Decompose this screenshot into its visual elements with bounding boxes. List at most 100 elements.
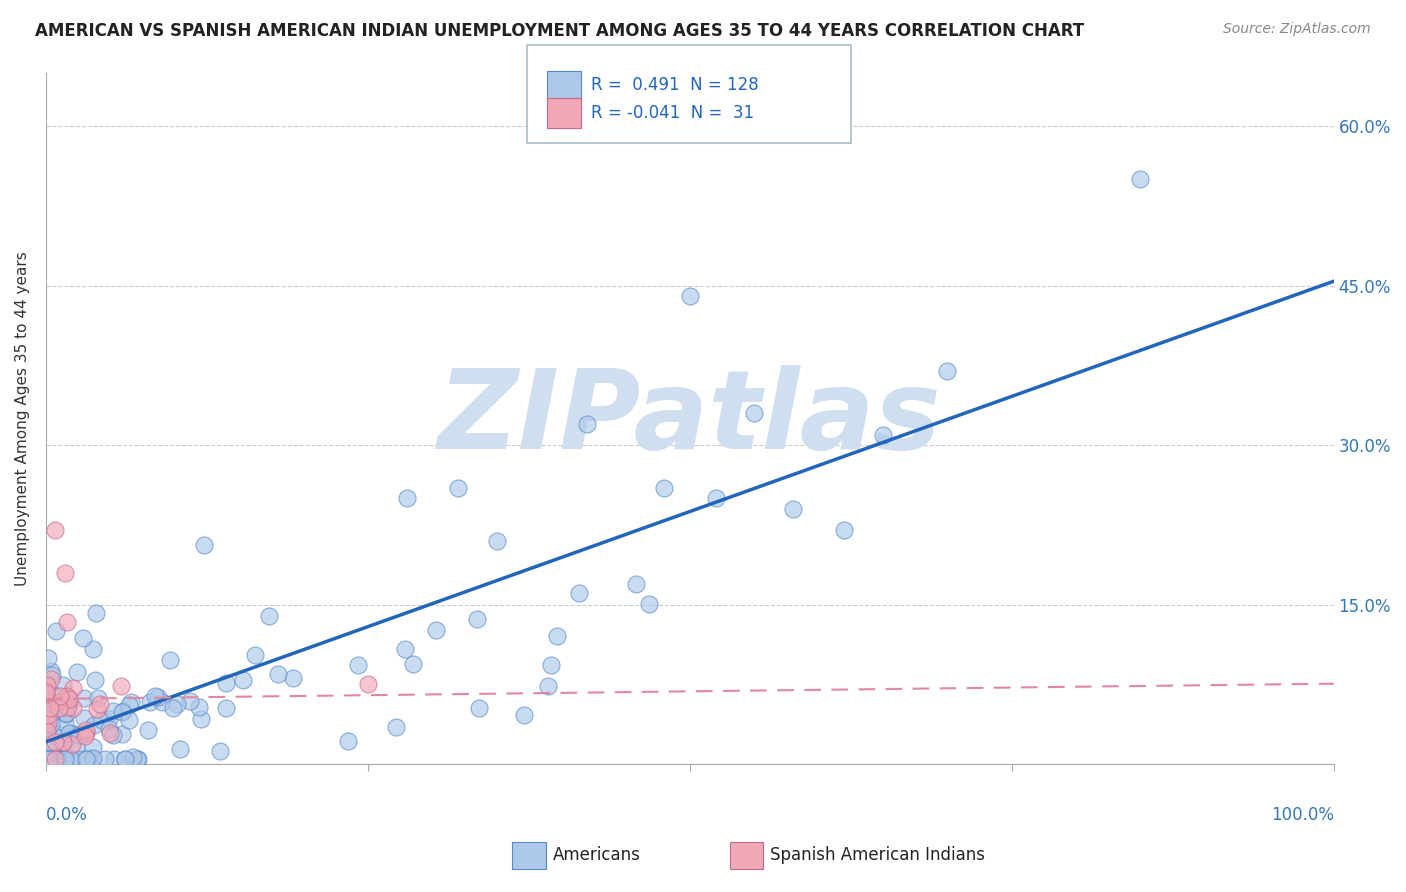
Point [103,752,125,766]
Text: AMERICAN VS SPANISH AMERICAN INDIAN UNEMPLOYMENT AMONG AGES 35 TO 44 YEARS CORRE: AMERICAN VS SPANISH AMERICAN INDIAN UNEM… [35,22,1084,40]
Point [169,742,191,756]
Point [42,698,65,712]
Point [73,711,96,725]
Point [72,631,94,645]
Point [394,641,416,656]
Point [35,719,58,733]
Point [84,606,107,620]
Point [103,728,125,742]
Point [872,427,894,442]
Point [59,726,82,740]
Point [143,689,166,703]
Point [82,641,104,656]
Point [45,726,67,740]
Point [546,629,568,643]
Point [65,739,87,753]
Point [257,609,280,624]
Point [704,491,727,506]
Point [936,364,959,378]
Point [44,524,66,538]
Point [232,673,254,687]
Point [66,665,89,680]
Point [89,697,111,711]
Point [110,679,132,693]
Point [267,666,290,681]
Point [73,729,96,743]
Point [138,695,160,709]
Point [48,701,70,715]
Point [39,695,62,709]
Point [512,708,534,723]
Point [58,752,80,766]
Y-axis label: Unemployment Among Ages 35 to 44 years: Unemployment Among Ages 35 to 44 years [15,252,30,586]
Point [98,723,121,737]
Point [76,752,98,766]
Point [45,624,67,638]
Text: 100.0%: 100.0% [1271,805,1334,823]
Point [60,752,83,766]
Point [52,735,75,749]
Text: R =  0.491  N = 128: R = 0.491 N = 128 [591,76,758,94]
Point [75,723,97,737]
Point [467,612,489,626]
Point [638,597,661,611]
Point [45,750,67,764]
Point [56,700,79,714]
Text: Spanish American Indians: Spanish American Indians [770,847,986,864]
Point [485,533,508,548]
Point [120,695,142,709]
Point [652,481,675,495]
Point [35,752,58,766]
Point [73,690,96,705]
Point [117,713,139,727]
Point [52,678,75,692]
Point [55,706,77,721]
Point [70,752,93,766]
Point [679,289,702,303]
Point [35,687,58,701]
Point [35,685,58,699]
Text: Americans: Americans [553,847,641,864]
Point [148,690,170,705]
Point [39,701,62,715]
Point [159,652,181,666]
Point [98,725,121,739]
Point [94,752,117,766]
Point [190,713,212,727]
Point [82,752,104,766]
Point [44,752,66,766]
Point [41,672,63,686]
Point [58,726,80,740]
Point [540,657,562,672]
Point [42,688,65,702]
Point [39,695,62,709]
Point [575,417,598,431]
Point [215,701,238,715]
Point [55,706,77,721]
Point [86,702,108,716]
Point [58,693,80,707]
Point [127,752,149,766]
Point [45,752,67,766]
Point [82,739,104,754]
Point [37,651,59,665]
Point [166,697,188,711]
Text: 0.0%: 0.0% [46,805,87,823]
Point [447,481,470,495]
Point [46,730,69,744]
Point [83,673,105,688]
Point [179,694,201,708]
Point [37,678,59,692]
Point [37,716,59,731]
Point [55,689,77,703]
Point [49,690,72,704]
Point [53,716,76,731]
Text: ZIPatlas: ZIPatlas [437,365,942,472]
Point [395,491,418,506]
Point [1129,172,1152,186]
Point [39,717,62,731]
Point [44,752,66,766]
Point [425,624,447,638]
Point [98,712,121,726]
Point [385,720,408,734]
